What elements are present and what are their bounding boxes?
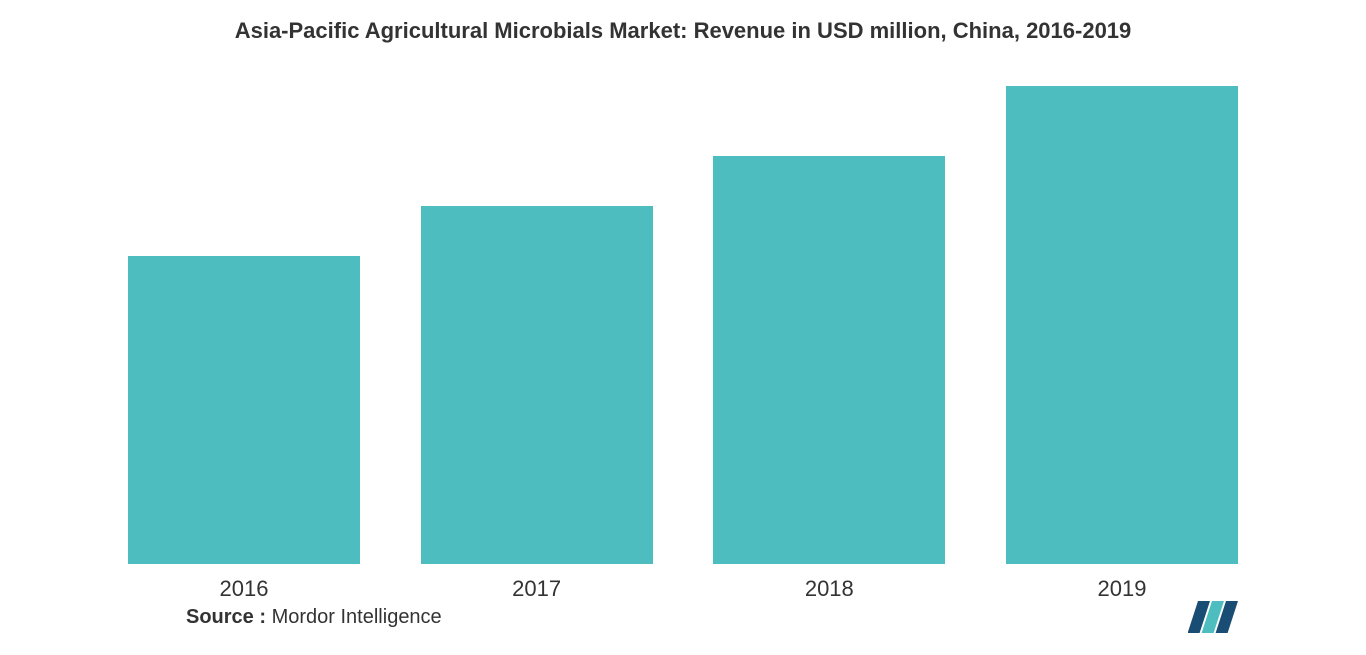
mordor-logo-icon <box>1188 601 1250 633</box>
x-axis-label: 2017 <box>421 576 653 602</box>
x-axis-labels: 2016 2017 2018 2019 <box>116 576 1250 602</box>
bar-2016 <box>128 256 360 564</box>
source-text: Source : Mordor Intelligence <box>186 606 442 629</box>
source-label: Source : <box>186 606 266 628</box>
bar-wrapper <box>128 256 360 564</box>
source-row: Source : Mordor Intelligence <box>186 601 1250 633</box>
source-value: Mordor Intelligence <box>272 606 442 628</box>
bar-2019 <box>1006 86 1238 564</box>
chart-plot-area <box>116 74 1250 564</box>
x-axis-label: 2019 <box>1006 576 1238 602</box>
x-axis-label: 2018 <box>713 576 945 602</box>
bar-wrapper <box>1006 86 1238 564</box>
bar-wrapper <box>713 156 945 564</box>
bar-wrapper <box>421 206 653 564</box>
chart-title: Asia-Pacific Agricultural Microbials Mar… <box>0 0 1366 54</box>
x-axis-label: 2016 <box>128 576 360 602</box>
bar-2018 <box>713 156 945 564</box>
bars-container <box>116 74 1250 564</box>
bar-2017 <box>421 206 653 564</box>
